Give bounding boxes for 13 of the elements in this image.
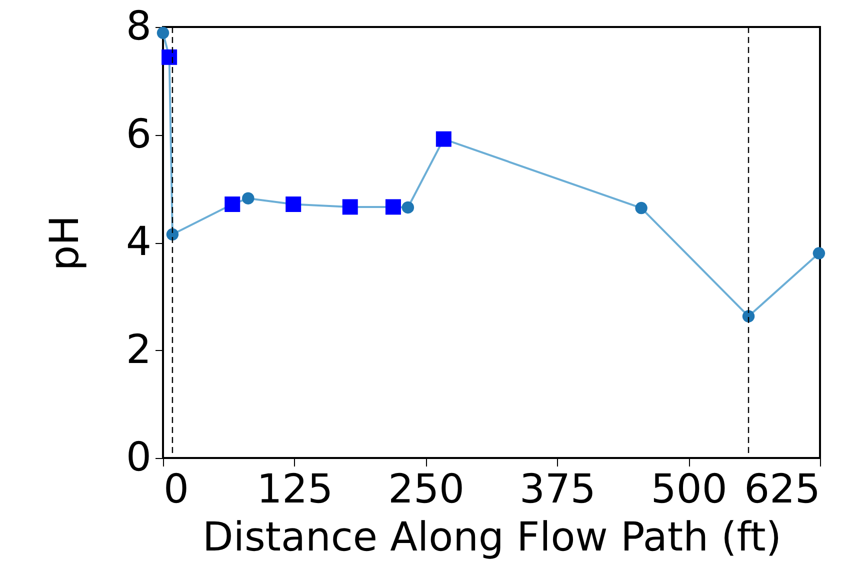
x-tick-label: 250 [388,466,464,512]
y-tick-label: 4 [126,219,152,265]
y-tick-label: 8 [126,4,152,50]
x-tick-label: 0 [164,466,189,512]
x-axis-title: Distance Along Flow Path (ft) [202,514,782,560]
x-tick-label: 375 [520,466,596,512]
y-tick-label: 2 [126,326,152,373]
x-tick-label: 625 [744,466,820,512]
y-axis-title: pH [42,215,88,271]
x-tick-label: 125 [256,466,334,512]
x-tick-label: 500 [650,466,728,512]
y-tick-label: 0 [126,434,152,480]
y-tick-label: 6 [126,111,152,158]
